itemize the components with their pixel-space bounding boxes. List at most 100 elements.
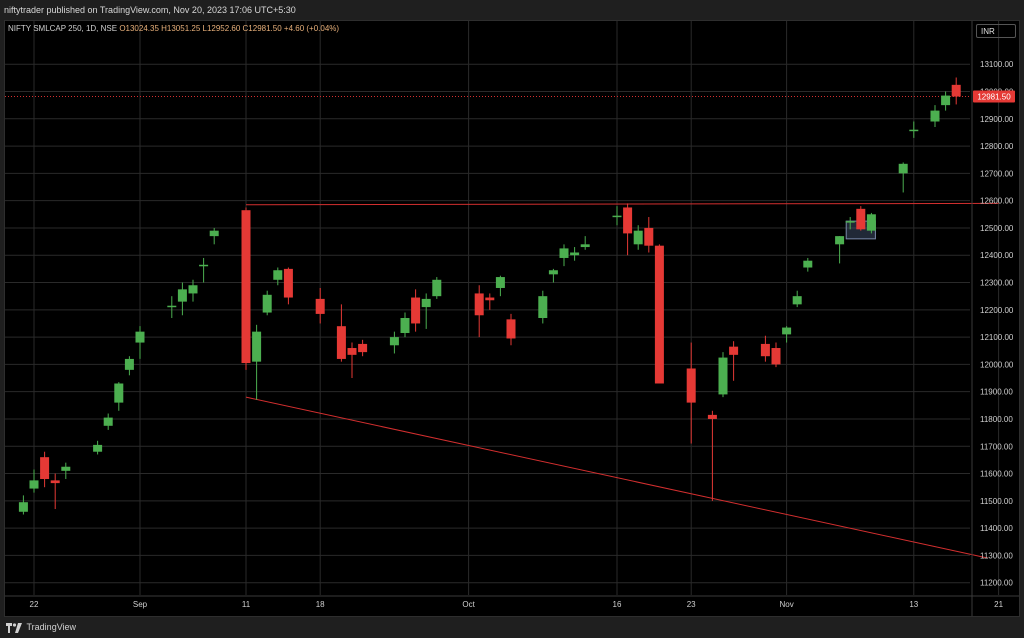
candle-body [941, 95, 951, 106]
candle [474, 285, 484, 338]
axis-layer: 11200.00 11300.00 11400.00 11500.00 11600.00… [5, 21, 1019, 616]
x-tick-label: Nov [779, 600, 793, 609]
candle-body [40, 457, 50, 480]
candle [538, 290, 548, 324]
candle-body [951, 84, 961, 97]
candle-body [909, 129, 919, 132]
y-tick-label: 11900.00 [980, 388, 1013, 397]
currency-label[interactable]: INR [976, 24, 1016, 38]
candle [262, 290, 272, 316]
y-tick-label: 12600.00 [980, 197, 1014, 206]
candle-body [538, 296, 548, 318]
candle-body [930, 110, 940, 122]
drawing-layer [5, 96, 999, 559]
candle-body [654, 245, 664, 384]
candle [623, 203, 633, 256]
candle [760, 335, 770, 362]
candle [177, 282, 187, 316]
candle [124, 356, 134, 376]
candle [654, 244, 664, 384]
candle [29, 469, 39, 493]
candle [135, 326, 145, 359]
ohlc-values: O13024.35 H13051.25 L12952.60 C12981.50 … [119, 24, 340, 33]
chart-area[interactable] [4, 20, 1020, 617]
candle-body [686, 368, 696, 403]
x-tick-label: 13 [909, 600, 918, 609]
candle [252, 324, 262, 400]
x-tick-label: 11 [242, 600, 251, 609]
candle-body [845, 221, 855, 223]
candle-body [29, 480, 39, 489]
y-tick-label: 12800.00 [980, 142, 1014, 151]
candle [729, 341, 739, 381]
last-price-label: 12981.50 [977, 93, 1011, 102]
candlestick-chart[interactable]: 11200.00 11300.00 11400.00 11500.00 11600.00… [0, 0, 1024, 617]
x-tick-label: 23 [687, 600, 696, 609]
candle-body [358, 343, 368, 353]
grid-layer [5, 21, 1000, 595]
candle [941, 91, 951, 111]
y-tick-label: 12400.00 [980, 251, 1014, 260]
candle [718, 352, 728, 398]
candle [485, 293, 495, 310]
y-tick-label: 12300.00 [980, 279, 1014, 288]
candle-body [103, 417, 113, 426]
candle-body [432, 279, 442, 297]
y-tick-label: 12000.00 [980, 360, 1014, 369]
tradingview-logo-icon [6, 622, 22, 633]
publish-header: niftytrader published on TradingView.com… [0, 0, 1024, 20]
candle-body [792, 296, 802, 305]
y-tick-label: 12100.00 [980, 333, 1014, 342]
symbol-name: NIFTY SMLCAP 250, 1D, NSE [8, 24, 118, 33]
y-tick-label: 11300.00 [980, 551, 1013, 560]
candle-body [495, 277, 505, 288]
candle-body [61, 466, 71, 471]
candle [548, 268, 558, 283]
candle-body [241, 210, 251, 364]
candle-body [474, 293, 484, 316]
candle [199, 257, 209, 283]
candle [803, 257, 813, 272]
candle-body [209, 230, 219, 237]
candle [283, 267, 293, 305]
candle-body [18, 502, 28, 512]
candle-body [50, 480, 60, 484]
x-tick-label: 22 [30, 600, 39, 609]
candle [400, 312, 410, 338]
candle-body [114, 383, 124, 403]
candle-body [548, 270, 558, 275]
candle [951, 77, 961, 105]
candle-body [135, 331, 145, 343]
candle-body [835, 236, 845, 245]
candle-body [580, 244, 590, 248]
candle-body [124, 358, 134, 370]
x-tick-label: Oct [462, 600, 475, 609]
candle [644, 217, 654, 253]
y-tick-label: 13100.00 [980, 60, 1014, 69]
candle-body [167, 305, 177, 308]
candle [633, 225, 643, 250]
candle [432, 277, 442, 299]
y-tick-label: 11500.00 [980, 497, 1013, 506]
candle-body [612, 215, 622, 218]
candle [495, 275, 505, 297]
candle [336, 304, 346, 362]
candle-body [389, 337, 399, 346]
candle-body [93, 444, 103, 452]
candle [358, 339, 368, 357]
candle-body [188, 285, 198, 294]
candle-body [177, 289, 187, 302]
candle [411, 289, 421, 332]
candle [421, 293, 431, 329]
y-tick-label: 11400.00 [980, 524, 1013, 533]
candle-body [623, 207, 633, 234]
candle-body [718, 357, 728, 395]
candle [50, 473, 60, 510]
candle [167, 296, 177, 318]
y-tick-label: 11800.00 [980, 415, 1013, 424]
candle-body [283, 268, 293, 298]
brand-name: TradingView [26, 622, 77, 633]
candle [686, 342, 696, 444]
candle [559, 244, 569, 267]
